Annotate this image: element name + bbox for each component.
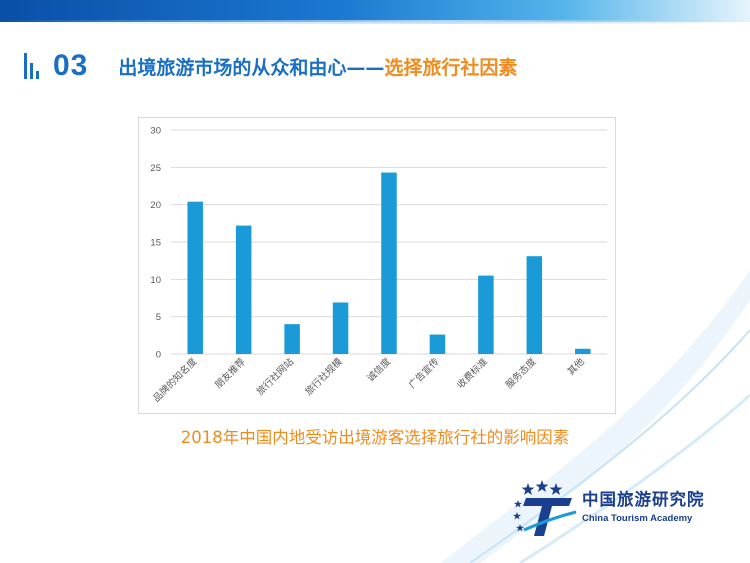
bars-icon bbox=[24, 53, 39, 79]
bar bbox=[526, 256, 543, 354]
top-banner-shine bbox=[0, 20, 750, 24]
bar bbox=[235, 225, 252, 354]
x-tick-label: 其他 bbox=[565, 355, 587, 377]
y-tick-label: 10 bbox=[150, 275, 161, 286]
x-tick-label: 广告宣传 bbox=[406, 355, 442, 391]
chart-area: 0 5 10 15 20 25 30 品牌的知名度 朋友推荐 旅行社网站 旅行社规模 诚信度 广告宣传收… bbox=[138, 117, 616, 414]
bar bbox=[478, 275, 494, 354]
slide-title: 出境旅游市场的从众和由心—— bbox=[118, 56, 385, 79]
y-tick-label: 5 bbox=[156, 312, 161, 323]
x-tick-label: 旅行社网站 bbox=[254, 355, 296, 397]
slide-title-row: 03 出境旅游市场的从众和由心—— 选择旅行社因素 bbox=[24, 46, 517, 86]
section-number: 03 bbox=[53, 49, 89, 82]
bar bbox=[429, 334, 446, 354]
y-tick-label: 30 bbox=[150, 126, 161, 137]
x-tick-label: 收费标准 bbox=[455, 355, 491, 391]
bar bbox=[575, 348, 591, 354]
slide-title-accent: 选择旅行社因素 bbox=[384, 56, 518, 79]
bar bbox=[332, 302, 349, 354]
y-tick-label: 20 bbox=[150, 200, 161, 211]
x-tick-label: 旅行社规模 bbox=[303, 355, 345, 397]
logo: 中国旅游研究院 China Tourism Academy bbox=[512, 478, 722, 540]
x-tick-label: 诚信度 bbox=[364, 355, 393, 384]
logo-name-en: China Tourism Academy bbox=[582, 513, 693, 524]
chart-caption: 2018年中国内地受访出境游客选择旅行社的影响因素 bbox=[180, 428, 570, 447]
y-tick-label: 15 bbox=[150, 238, 161, 249]
bar-chart: 0 5 10 15 20 25 30 品牌的知名度 朋友推荐 旅行社网站 旅行社规模 诚信度 广告宣传收… bbox=[150, 126, 607, 404]
x-tick-label: 品牌的知名度 bbox=[151, 355, 200, 404]
bar bbox=[284, 324, 300, 354]
x-tick-label: 朋友推荐 bbox=[212, 355, 248, 391]
x-tick-label: 服务态度 bbox=[503, 355, 539, 391]
bar bbox=[381, 172, 397, 354]
y-tick-label: 25 bbox=[150, 163, 161, 174]
logo-name-cn: 中国旅游研究院 bbox=[582, 490, 705, 509]
academy-emblem-icon bbox=[513, 480, 577, 536]
top-banner bbox=[0, 0, 750, 22]
y-tick-label: 0 bbox=[156, 350, 161, 361]
bar bbox=[187, 201, 203, 354]
